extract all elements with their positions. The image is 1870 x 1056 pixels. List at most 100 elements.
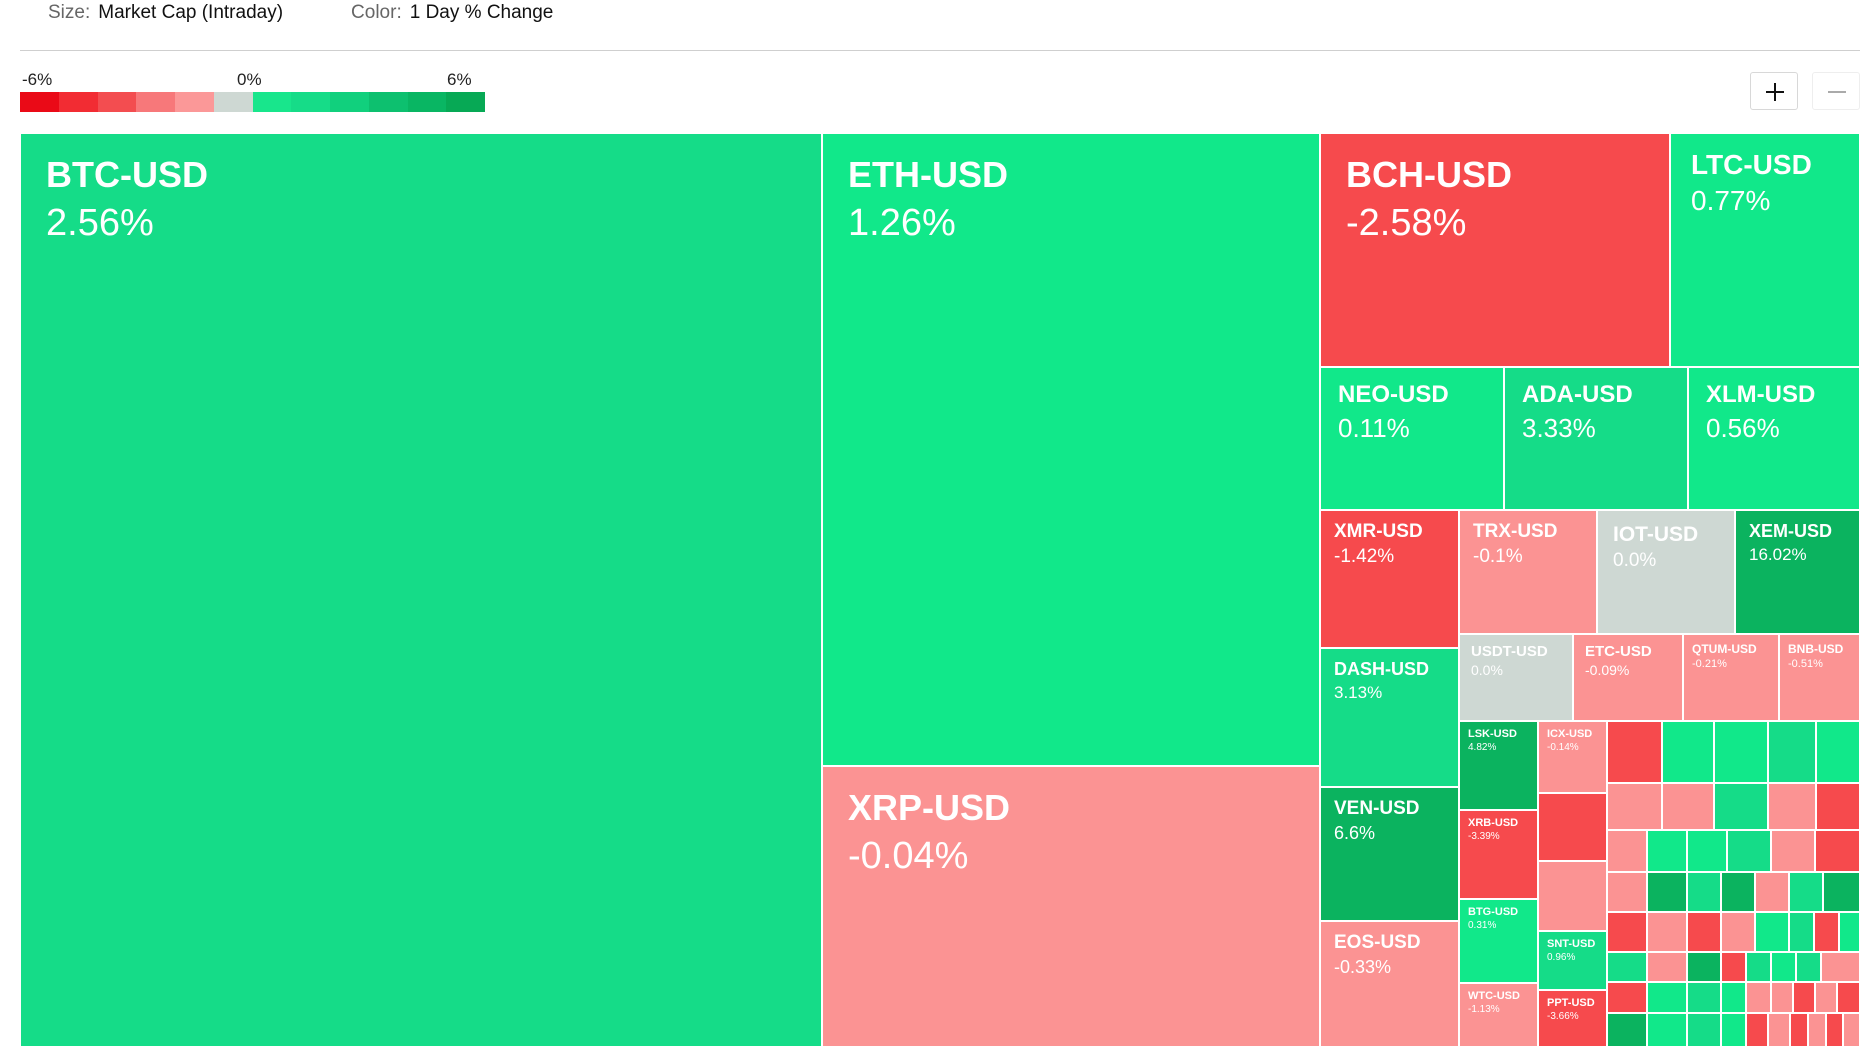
tile-wtc-usd[interactable]: WTC-USD -1.13% [1459, 983, 1538, 1047]
tile-qtum-usd[interactable]: QTUM-USD -0.21% [1683, 634, 1779, 721]
treemap-small-tile[interactable] [1687, 830, 1727, 872]
treemap-small-tile[interactable] [1607, 783, 1662, 830]
treemap-small-tile[interactable] [1607, 721, 1662, 783]
treemap-small-tile[interactable] [1647, 912, 1687, 952]
color-setting[interactable]: Color: 1 Day % Change [351, 2, 553, 24]
treemap-small-tile[interactable] [1714, 783, 1768, 830]
treemap-small-tile[interactable] [1771, 830, 1815, 872]
treemap-small-tile[interactable] [1607, 912, 1647, 952]
treemap-small-tile[interactable] [1714, 721, 1768, 783]
treemap-small-tile[interactable] [1721, 1013, 1746, 1047]
treemap-small-tile[interactable] [1746, 982, 1771, 1013]
treemap-small-tile[interactable] [1721, 872, 1755, 912]
treemap-small-tile[interactable] [1662, 721, 1714, 783]
treemap-small-tile[interactable] [1793, 982, 1815, 1013]
treemap-small-tile[interactable] [1755, 912, 1789, 952]
treemap-small-tile[interactable] [1843, 1013, 1860, 1047]
treemap-small-tile[interactable] [1755, 872, 1789, 912]
tile-change: -0.04% [848, 835, 969, 877]
tile-change: 0.0% [1613, 550, 1657, 571]
legend-mid-label: 0% [237, 70, 262, 89]
tile-ada-usd[interactable]: ADA-USD 3.33% [1504, 367, 1688, 510]
treemap-small-tile[interactable] [1815, 830, 1860, 872]
treemap-small-tile[interactable] [1826, 1013, 1843, 1047]
tile-xrb-usd[interactable]: XRB-USD -3.39% [1459, 810, 1538, 899]
treemap-small-tile[interactable] [1837, 982, 1860, 1013]
treemap-small-tile[interactable] [1662, 783, 1714, 830]
tile-xem-usd[interactable]: XEM-USD 16.02% [1735, 510, 1860, 634]
treemap-small-tile[interactable] [1746, 1013, 1768, 1047]
tile-xmr-usd[interactable]: XMR-USD -1.42% [1320, 510, 1459, 648]
treemap-small-tile[interactable] [1687, 872, 1721, 912]
tile-eth-usd[interactable]: ETH-USD 1.26% [822, 133, 1320, 766]
tile-xlm-usd[interactable]: XLM-USD 0.56% [1688, 367, 1860, 510]
treemap-small-tile[interactable] [1607, 830, 1647, 872]
treemap-small-tile[interactable] [1815, 982, 1837, 1013]
treemap-small-tile[interactable] [1687, 1013, 1721, 1047]
treemap-small-tile[interactable] [1687, 952, 1721, 982]
treemap-small-tile[interactable] [1538, 861, 1607, 931]
treemap-small-tile[interactable] [1839, 912, 1860, 952]
tile-change: -3.66% [1547, 1011, 1579, 1022]
tile-bch-usd[interactable]: BCH-USD -2.58% [1320, 133, 1670, 367]
tile-usdt-usd[interactable]: USDT-USD 0.0% [1459, 634, 1573, 721]
tile-xrp-usd[interactable]: XRP-USD -0.04% [822, 766, 1320, 1047]
treemap-small-tile[interactable] [1538, 793, 1607, 861]
tile-ven-usd[interactable]: VEN-USD 6.6% [1320, 787, 1459, 921]
zoom-in-button[interactable] [1750, 72, 1798, 110]
color-setting-value[interactable]: 1 Day % Change [409, 2, 554, 23]
treemap-small-tile[interactable] [1821, 952, 1860, 982]
treemap-small-tile[interactable] [1607, 952, 1647, 982]
tile-btg-usd[interactable]: BTG-USD 0.31% [1459, 899, 1538, 983]
tile-icx-usd[interactable]: ICX-USD -0.14% [1538, 721, 1607, 793]
treemap-small-tile[interactable] [1647, 872, 1687, 912]
treemap-small-tile[interactable] [1607, 872, 1647, 912]
treemap-small-tile[interactable] [1721, 952, 1746, 982]
tile-bnb-usd[interactable]: BNB-USD -0.51% [1779, 634, 1860, 721]
treemap-small-tile[interactable] [1823, 872, 1860, 912]
treemap-small-tile[interactable] [1771, 952, 1796, 982]
treemap-small-tile[interactable] [1727, 830, 1771, 872]
treemap-small-tile[interactable] [1789, 912, 1814, 952]
tile-trx-usd[interactable]: TRX-USD -0.1% [1459, 510, 1597, 634]
treemap-small-tile[interactable] [1790, 1013, 1808, 1047]
treemap-small-tile[interactable] [1687, 982, 1721, 1013]
treemap-small-tile[interactable] [1796, 952, 1821, 982]
legend-max-label: 6% [447, 70, 472, 89]
treemap-small-tile[interactable] [1647, 952, 1687, 982]
tile-neo-usd[interactable]: NEO-USD 0.11% [1320, 367, 1504, 510]
size-setting[interactable]: Size: Market Cap (Intraday) [48, 2, 283, 24]
treemap-small-tile[interactable] [1647, 830, 1687, 872]
treemap-small-tile[interactable] [1687, 912, 1721, 952]
treemap-small-tile[interactable] [1768, 783, 1816, 830]
tile-etc-usd[interactable]: ETC-USD -0.09% [1573, 634, 1683, 721]
treemap-small-tile[interactable] [1721, 982, 1746, 1013]
treemap-small-tile[interactable] [1607, 1013, 1647, 1047]
treemap-small-tile[interactable] [1768, 721, 1816, 783]
tile-ppt-usd[interactable]: PPT-USD -3.66% [1538, 990, 1607, 1047]
treemap-small-tile[interactable] [1789, 872, 1823, 912]
size-setting-value[interactable]: Market Cap (Intraday) [98, 2, 284, 23]
zoom-out-button[interactable] [1812, 72, 1860, 110]
treemap-small-tile[interactable] [1607, 982, 1647, 1013]
tile-snt-usd[interactable]: SNT-USD 0.96% [1538, 931, 1607, 990]
minus-icon [1813, 73, 1859, 109]
tile-ltc-usd[interactable]: LTC-USD 0.77% [1670, 133, 1860, 367]
treemap-small-tile[interactable] [1814, 912, 1839, 952]
size-setting-label: Size: [48, 2, 91, 23]
tile-eos-usd[interactable]: EOS-USD -0.33% [1320, 921, 1459, 1047]
tile-dash-usd[interactable]: DASH-USD 3.13% [1320, 648, 1459, 787]
treemap-small-tile[interactable] [1808, 1013, 1826, 1047]
treemap-small-tile[interactable] [1647, 1013, 1687, 1047]
tile-btc-usd[interactable]: BTC-USD 2.56% [20, 133, 822, 1047]
treemap-small-tile[interactable] [1746, 952, 1771, 982]
tile-change: 0.77% [1691, 185, 1771, 216]
treemap-small-tile[interactable] [1647, 982, 1687, 1013]
treemap-small-tile[interactable] [1721, 912, 1755, 952]
tile-lsk-usd[interactable]: LSK-USD 4.82% [1459, 721, 1538, 810]
treemap-small-tile[interactable] [1816, 721, 1860, 783]
treemap-small-tile[interactable] [1768, 1013, 1790, 1047]
tile-iot-usd[interactable]: IOT-USD 0.0% [1597, 510, 1735, 634]
treemap-small-tile[interactable] [1816, 783, 1860, 830]
treemap-small-tile[interactable] [1771, 982, 1793, 1013]
